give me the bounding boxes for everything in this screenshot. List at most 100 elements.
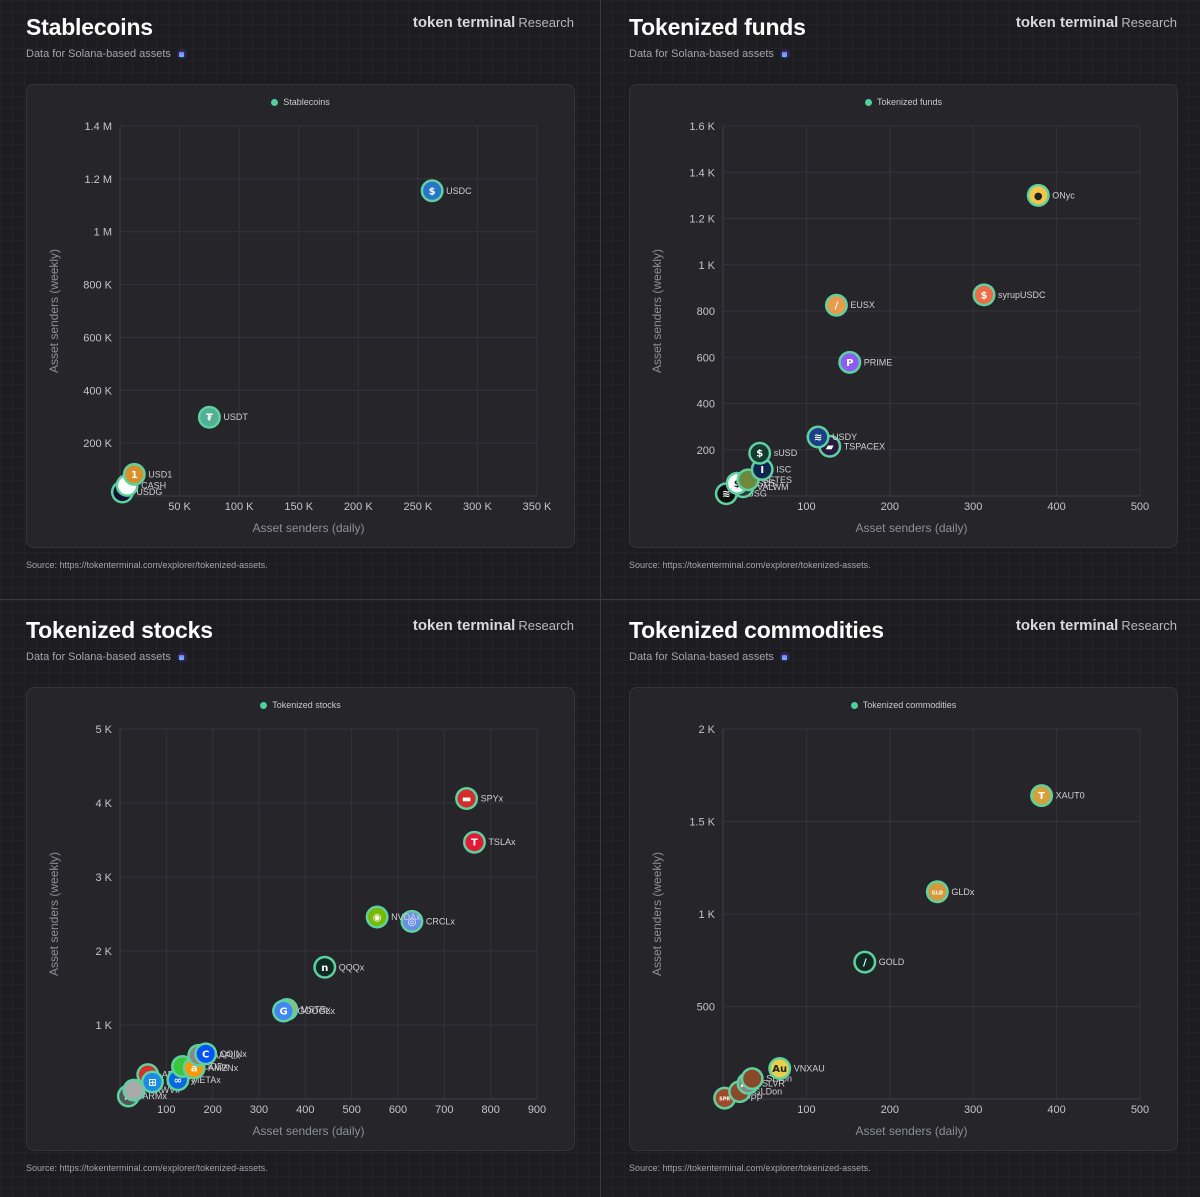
x-axis-label: Asset senders (daily) — [855, 521, 967, 535]
data-point-xaut0[interactable]: T XAUT0 — [1030, 784, 1085, 808]
token-icon — [423, 181, 442, 200]
data-point-usdc[interactable]: $ USDC — [420, 179, 473, 203]
panel-title: Tokenized stocks — [26, 617, 213, 643]
token-glyph: Au — [772, 1064, 787, 1075]
point-label: EUSX — [850, 300, 875, 310]
token-glyph: G — [279, 1006, 287, 1017]
x-tick-label: 150 K — [284, 501, 313, 513]
brand-suffix: Research — [1121, 618, 1177, 633]
brand-name: token terminal — [412, 617, 516, 634]
point-label: CRWVx — [148, 1085, 180, 1095]
data-point-syrupusdc[interactable]: $ syrupUSDC — [972, 283, 1047, 307]
y-tick-label: 200 — [697, 445, 715, 457]
token-glyph: ◉ — [373, 912, 382, 923]
token-glyph: n — [321, 963, 328, 974]
y-tick-label: 4 K — [95, 798, 112, 810]
solana-icon — [779, 652, 790, 662]
chart-legend[interactable]: Tokenized funds — [630, 97, 1177, 107]
data-point-qqqx[interactable]: n QQQx — [313, 955, 365, 979]
x-tick-label: 400 — [296, 1104, 314, 1116]
point-label: USDG — [136, 487, 162, 497]
y-tick-label: 400 K — [83, 385, 112, 397]
chart-legend[interactable]: Tokenized stocks — [27, 700, 574, 710]
y-tick-label: 1 K — [95, 1020, 112, 1032]
y-tick-label: 1.4 K — [689, 167, 715, 179]
subtitle-text: Data for Solana-based assets — [629, 651, 774, 663]
brand-logo: token terminal Research — [413, 617, 574, 634]
token-icon — [1032, 786, 1051, 805]
x-tick-label: 900 — [528, 1104, 546, 1116]
data-point-spyx[interactable]: ▬ SPYx — [455, 787, 504, 811]
y-tick-label: 1.2 K — [689, 214, 715, 226]
data-point-gldx[interactable]: GLD GLDx — [925, 880, 975, 904]
token-icon — [770, 1059, 789, 1078]
brand-name: token terminal — [412, 14, 516, 31]
x-tick-label: 200 K — [344, 501, 373, 513]
data-point-gold[interactable]: / GOLD — [853, 950, 905, 974]
chart-legend[interactable]: Tokenized commodities — [630, 700, 1177, 710]
horizontal-divider — [0, 599, 1200, 600]
x-tick-label: 350 K — [523, 501, 552, 513]
token-icon — [196, 1044, 215, 1063]
point-label: GLDon — [754, 1087, 783, 1097]
brand-suffix: Research — [518, 618, 574, 633]
token-glyph: ▰ — [826, 442, 834, 453]
x-tick-label: 100 K — [225, 501, 254, 513]
token-icon — [1029, 186, 1048, 205]
data-point-usdy[interactable]: ≋ USDY — [806, 425, 858, 449]
y-tick-label: 1.4 M — [84, 121, 112, 133]
data-point-tslax[interactable]: T TSLAx — [462, 830, 516, 854]
point-label: ISC — [776, 464, 792, 474]
data-point-prime[interactable]: P PRIME — [838, 350, 892, 374]
brand-name: token terminal — [1015, 14, 1119, 31]
token-glyph: ⊞ — [148, 1077, 156, 1088]
brand-suffix: Research — [518, 15, 574, 30]
data-point-nvdax[interactable]: ◉ NVDAx — [365, 905, 422, 929]
y-tick-label: 600 — [697, 352, 715, 364]
data-point-googlx[interactable]: G GOOGLx — [272, 999, 336, 1023]
panel-subtitle: Data for Solana-based assets — [629, 48, 790, 60]
point-label: ARMx — [142, 1091, 167, 1101]
data-point-usdt[interactable]: ₮ USDT — [197, 405, 249, 429]
x-tick-label: 100 — [797, 1104, 815, 1116]
token-glyph: ◎ — [408, 917, 417, 928]
data-point-onyc[interactable]: ● ONyc — [1026, 183, 1076, 207]
token-icon — [928, 882, 947, 901]
source-note: Source: https://tokenterminal.com/explor… — [629, 1163, 871, 1173]
data-point-susd[interactable]: $ sUSD — [748, 441, 798, 465]
source-note: Source: https://tokenterminal.com/explor… — [26, 1163, 268, 1173]
data-point-crclx[interactable]: ◎ CRCLx — [400, 909, 455, 933]
y-axis-label: Asset senders (weekly) — [650, 249, 664, 373]
data-point-crwvx[interactable]: CRWVx — [122, 1078, 180, 1102]
point-label: QQQx — [339, 962, 365, 972]
token-icon — [753, 460, 772, 479]
brand-logo: token terminal Research — [1016, 14, 1177, 31]
y-tick-label: 600 K — [83, 332, 112, 344]
x-tick-label: 600 — [389, 1104, 407, 1116]
point-label: ONyc — [1052, 190, 1075, 200]
brand-suffix: Research — [1121, 15, 1177, 30]
chart-legend[interactable]: Stablecoins — [27, 97, 574, 107]
panel-title: Tokenized commodities — [629, 617, 884, 643]
data-point-coinx[interactable]: C COINx — [194, 1042, 247, 1066]
point-label: GOLD — [879, 957, 905, 967]
scatter-plot: 100 200 300 400 500 500 1 K 1.5 K 2 K Asset sende… — [650, 724, 1149, 1138]
x-tick-label: 50 K — [168, 501, 191, 513]
token-icon — [465, 833, 484, 852]
point-label: NVDAx — [391, 912, 421, 922]
token-icon — [143, 1072, 162, 1091]
brand-logo: token terminal Research — [1016, 617, 1177, 634]
data-point-usd1[interactable]: 1 USD1 — [122, 462, 173, 486]
panel-title: Stablecoins — [26, 14, 153, 40]
point-label: SPPP — [739, 1093, 763, 1103]
point-label: CETES — [762, 475, 792, 485]
data-point-vnxau[interactable]: Au VNXAU — [768, 1056, 825, 1080]
y-tick-label: 800 K — [83, 280, 112, 292]
data-point-eusx[interactable]: / EUSX — [824, 293, 875, 317]
token-glyph: C — [202, 1049, 209, 1060]
token-glyph: $ — [981, 290, 988, 301]
y-tick-label: 800 — [697, 306, 715, 318]
token-glyph: ▬ — [462, 794, 471, 805]
legend-dot-icon — [864, 98, 872, 106]
scatter-plot: 100 200 300 400 500 200 400 600 800 1 K 1.2 K 1.4 K… — [650, 121, 1149, 535]
